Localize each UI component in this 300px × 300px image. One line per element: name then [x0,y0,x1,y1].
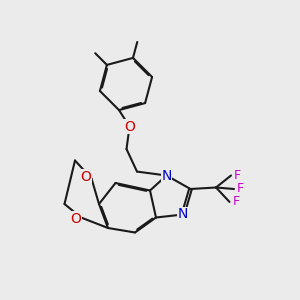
Text: O: O [70,212,81,226]
Text: F: F [232,195,240,208]
Text: F: F [237,182,244,196]
Text: O: O [124,120,135,134]
Text: N: N [178,208,188,221]
Text: F: F [234,169,241,182]
Text: O: O [81,170,92,184]
Text: N: N [161,169,172,182]
